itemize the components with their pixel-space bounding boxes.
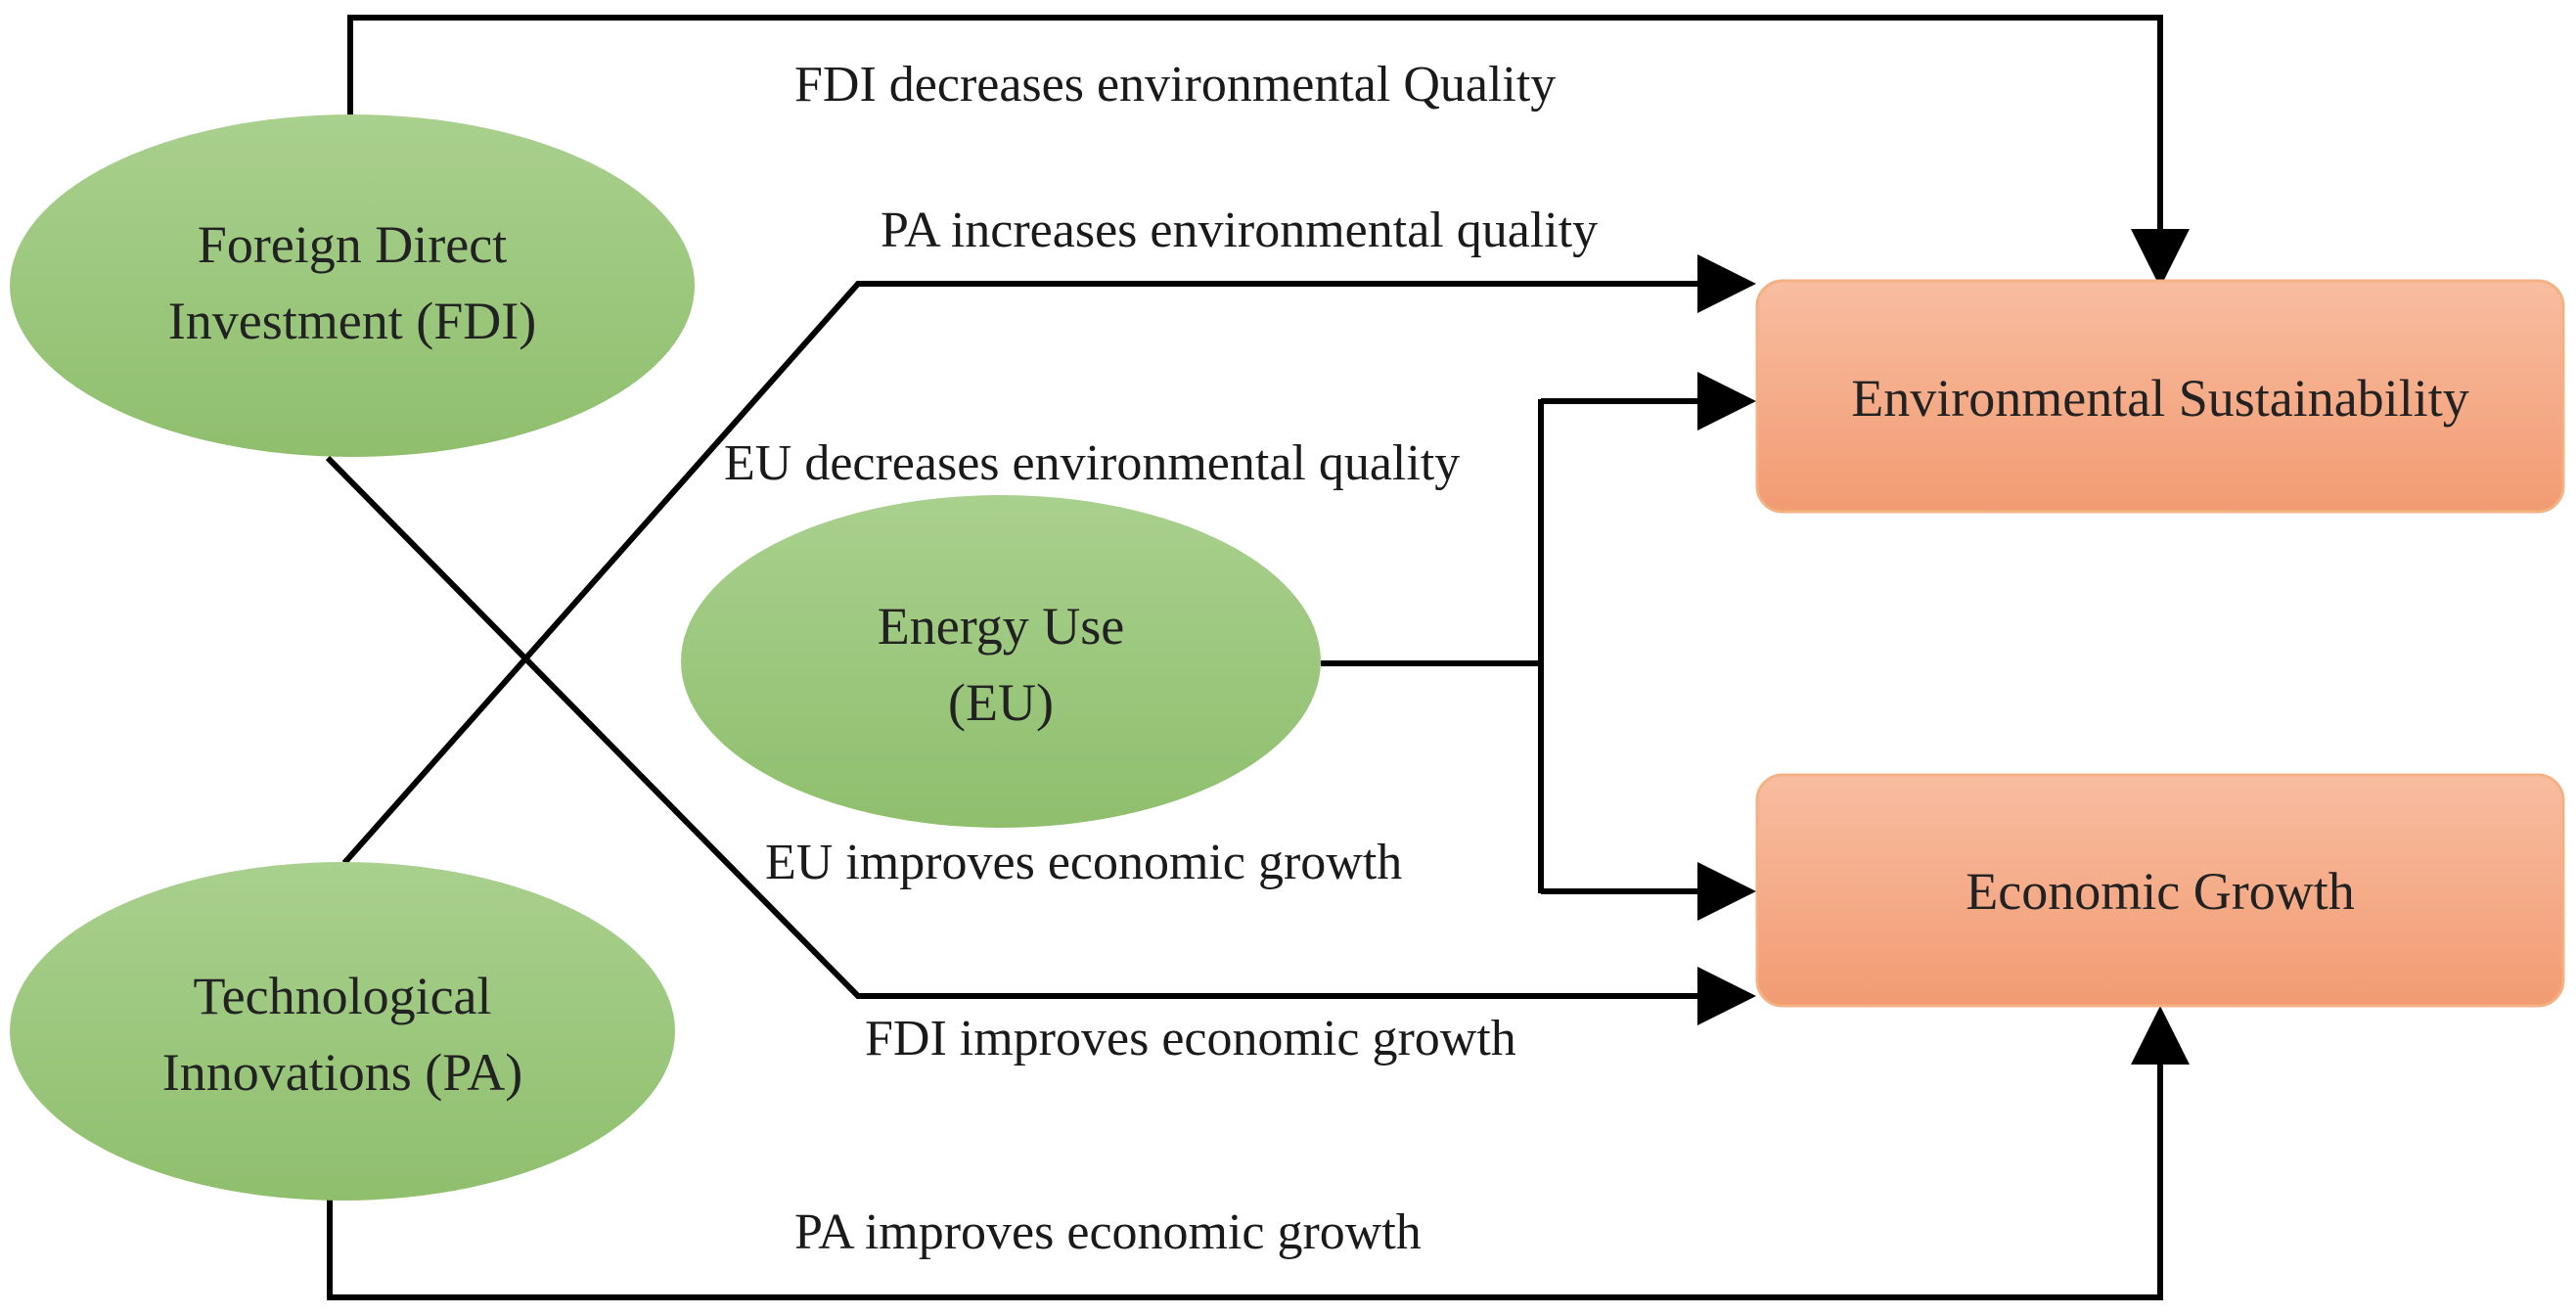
node-eu-line1: Energy Use bbox=[878, 597, 1124, 656]
node-fdi-line1: Foreign Direct bbox=[198, 215, 507, 274]
edge-label-fdi-env: FDI decreases environmental Quality bbox=[794, 57, 1556, 113]
edge-label-eu-growth: EU improves economic growth bbox=[765, 835, 1402, 890]
node-fdi-shape bbox=[10, 114, 695, 457]
node-env: Environmental Sustainability bbox=[1755, 279, 2565, 514]
node-eu-shape bbox=[681, 495, 1321, 828]
node-growth: Economic Growth bbox=[1755, 773, 2565, 1008]
edge-label-pa-growth: PA improves economic growth bbox=[794, 1204, 1422, 1260]
node-env-label: Environmental Sustainability bbox=[1851, 369, 2468, 428]
edge-label-eu-env: EU decreases environmental quality bbox=[724, 435, 1460, 491]
node-fdi-line2: Investment (FDI) bbox=[168, 292, 536, 350]
node-growth-box bbox=[1755, 773, 2565, 1008]
edge-line-pa-growth bbox=[327, 1006, 2190, 1300]
node-fdi: Foreign Direct Investment (FDI) bbox=[10, 114, 695, 457]
edge-label-pa-env: PA increases environmental quality bbox=[881, 203, 1598, 258]
node-eu: Energy Use (EU) bbox=[681, 495, 1321, 828]
node-env-box bbox=[1755, 279, 2565, 514]
node-eu-line2: (EU) bbox=[948, 673, 1054, 732]
node-pa-line1: Technological bbox=[193, 967, 491, 1025]
node-pa-line2: Innovations (PA) bbox=[162, 1043, 523, 1102]
edge-line-fdi-growth bbox=[325, 455, 1756, 1025]
node-growth-label: Economic Growth bbox=[1966, 862, 2354, 921]
edge-label-fdi-growth: FDI improves economic growth bbox=[865, 1011, 1516, 1066]
edge-line-fdi-env bbox=[347, 15, 2190, 288]
edge-line-pa-env bbox=[341, 254, 1756, 865]
node-pa: Technological Innovations (PA) bbox=[10, 862, 675, 1201]
node-pa-shape bbox=[10, 862, 675, 1201]
